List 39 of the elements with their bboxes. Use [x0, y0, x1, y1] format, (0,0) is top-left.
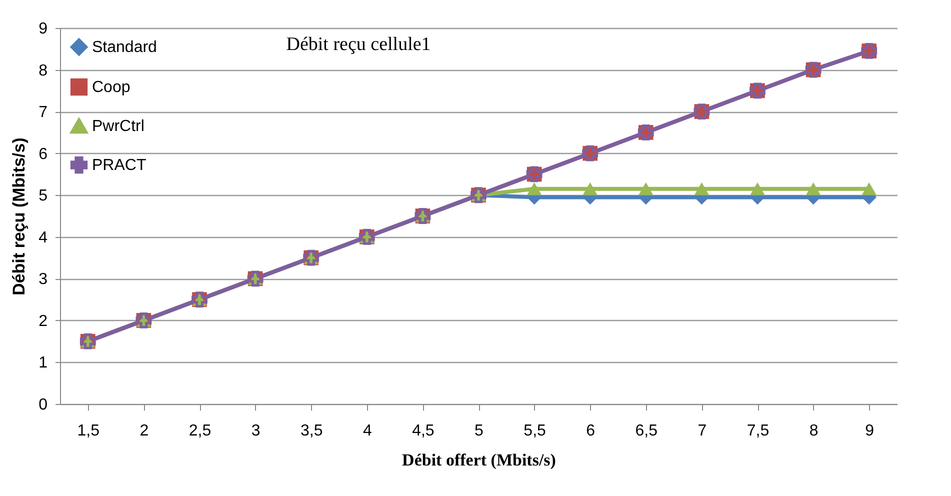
point [526, 182, 542, 196]
legend-label: PRACT [92, 157, 146, 174]
y-tick-label: 5 [38, 188, 48, 205]
x-tick-label: 7 [698, 422, 707, 440]
x-tick-label: 5 [474, 422, 484, 440]
legend-label: Standard [92, 39, 157, 56]
chart-title: Débit reçu cellule1 [286, 34, 431, 55]
point [638, 182, 654, 196]
y-tick-label: 3 [38, 271, 48, 288]
y-axis-title: Débit reçu (Mbits/s) [10, 138, 29, 296]
x-tick-label: 2 [140, 422, 149, 440]
x-tick-label: 3 [251, 422, 260, 440]
x-tick-label: 2,5 [188, 422, 212, 440]
x-tick-label: 4 [362, 422, 372, 440]
x-tick-label: 4,5 [412, 422, 434, 440]
y-tick-label: 7 [38, 104, 48, 122]
point [806, 182, 821, 196]
legend-label: PwrCtrl [92, 118, 144, 135]
point [750, 182, 765, 196]
y-tick-label: 6 [38, 146, 48, 163]
point [582, 182, 598, 196]
x-tick-label: 9 [865, 422, 874, 440]
y-tick-label: 1 [38, 354, 48, 372]
x-tick-label: 8 [809, 422, 818, 440]
x-tick-label: 6 [586, 422, 596, 440]
y-tick-label: 4 [38, 229, 48, 246]
x-tick-label: 3,5 [300, 422, 323, 440]
y-tick-label: 8 [38, 62, 48, 80]
x-tick-label: 1,5 [77, 422, 100, 440]
point [862, 182, 877, 196]
x-axis-title: Débit offert (Mbits/s) [402, 450, 556, 470]
point [694, 182, 710, 196]
y-tick-label: 9 [38, 20, 48, 38]
legend-label: Coop [92, 79, 130, 96]
y-tick-label: 2 [38, 312, 48, 330]
x-tick-label: 5,5 [524, 422, 546, 440]
x-tick-label: 6,5 [635, 422, 658, 440]
x-tick-label: 7,5 [746, 422, 770, 440]
y-tick-label: 0 [38, 396, 48, 414]
